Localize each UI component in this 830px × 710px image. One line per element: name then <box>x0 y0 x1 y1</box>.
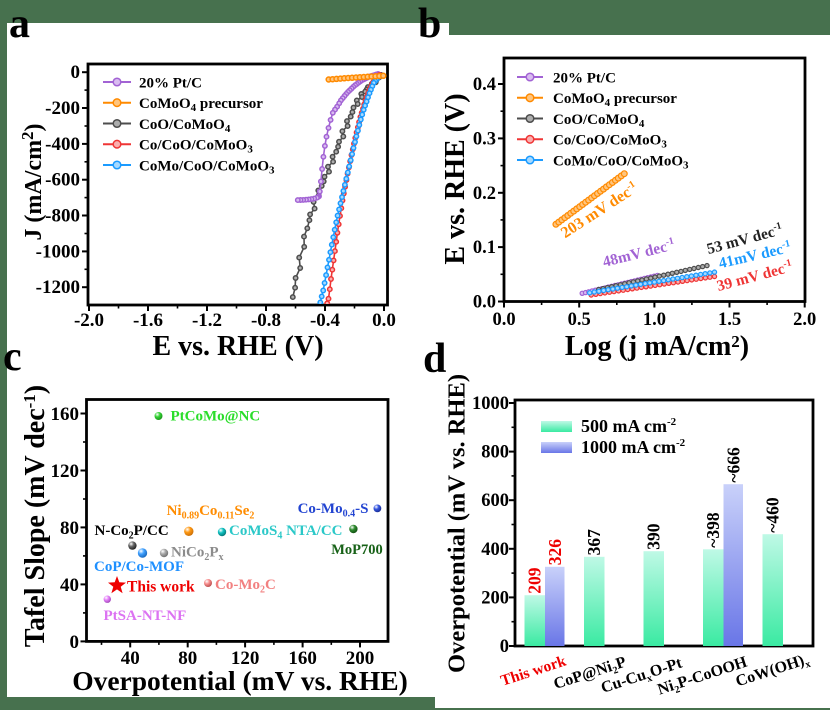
svg-text:390: 390 <box>643 523 663 550</box>
svg-text:200: 200 <box>346 648 375 669</box>
svg-text:d: d <box>423 336 446 382</box>
svg-text:-1.2: -1.2 <box>192 310 222 331</box>
svg-text:40: 40 <box>60 575 79 596</box>
svg-text:120: 120 <box>231 648 260 669</box>
svg-text:-0.8: -0.8 <box>251 310 281 331</box>
svg-text:0: 0 <box>500 637 509 657</box>
svg-text:CoMoO4 precursor: CoMoO4 precursor <box>139 96 263 114</box>
svg-text:-200: -200 <box>45 98 80 119</box>
svg-text:N-Co2P/CC: N-Co2P/CC <box>95 523 169 542</box>
svg-text:-1000: -1000 <box>36 241 80 262</box>
svg-text:0.4: 0.4 <box>473 75 496 95</box>
svg-text:160: 160 <box>288 648 317 669</box>
svg-text:80: 80 <box>178 648 197 669</box>
svg-text:500 mA cm-2: 500 mA cm-2 <box>581 416 677 436</box>
svg-text:CoMoO4 precursor: CoMoO4 precursor <box>553 91 677 109</box>
svg-text:CoMoS4 NTA/CC: CoMoS4 NTA/CC <box>229 523 342 542</box>
svg-text:Co-Mo2C: Co-Mo2C <box>215 577 276 596</box>
svg-text:0: 0 <box>70 632 80 653</box>
svg-text:Co/CoO/CoMoO3: Co/CoO/CoMoO3 <box>139 138 253 156</box>
svg-text:400: 400 <box>481 540 509 560</box>
svg-text:1000: 1000 <box>472 394 509 414</box>
svg-text:CoMo/CoO/CoMoO3: CoMo/CoO/CoMoO3 <box>553 153 689 171</box>
svg-text:0: 0 <box>71 62 81 83</box>
svg-text:Ni0.89Co0.11Se2: Ni0.89Co0.11Se2 <box>167 503 255 522</box>
svg-text:-600: -600 <box>45 170 80 191</box>
svg-text:0.5: 0.5 <box>568 310 591 330</box>
svg-text:Overpotential (mV vs. RHE): Overpotential (mV vs. RHE) <box>444 374 471 673</box>
svg-text:~460: ~460 <box>762 497 782 533</box>
svg-text:367: 367 <box>584 529 604 556</box>
svg-text:Log (j mA/cm2): Log (j mA/cm2) <box>565 331 749 362</box>
svg-text:600: 600 <box>481 491 509 511</box>
svg-text:800: 800 <box>481 443 509 463</box>
svg-text:-0.4: -0.4 <box>310 310 341 331</box>
svg-text:NiCo2Px: NiCo2Px <box>171 545 224 564</box>
svg-text:J (mA/cm2): J (mA/cm2) <box>18 123 47 240</box>
svg-text:0.0: 0.0 <box>372 310 396 331</box>
svg-text:-2.0: -2.0 <box>74 310 104 331</box>
svg-text:CoO/CoMoO4: CoO/CoMoO4 <box>553 112 645 130</box>
svg-text:This work: This work <box>127 579 195 596</box>
svg-text:MoP700: MoP700 <box>331 542 383 558</box>
svg-text:80: 80 <box>60 518 79 539</box>
svg-text:0.1: 0.1 <box>473 238 496 258</box>
svg-text:-1200: -1200 <box>36 277 80 298</box>
svg-text:200: 200 <box>481 588 509 608</box>
svg-text:40: 40 <box>121 648 140 669</box>
svg-text:b: b <box>418 1 441 47</box>
svg-text:PtCoMo@NC: PtCoMo@NC <box>171 409 261 425</box>
svg-text:1.0: 1.0 <box>643 310 666 330</box>
svg-text:E vs. RHE (V): E vs. RHE (V) <box>440 93 471 264</box>
svg-text:326: 326 <box>545 539 565 566</box>
svg-text:CoMo/CoO/CoMoO3: CoMo/CoO/CoMoO3 <box>139 158 275 176</box>
svg-text:CoO/CoMoO4: CoO/CoMoO4 <box>139 117 231 135</box>
svg-text:2.0: 2.0 <box>793 310 816 330</box>
svg-text:20% Pt/C: 20% Pt/C <box>553 70 616 86</box>
svg-text:1.5: 1.5 <box>718 310 741 330</box>
svg-text:-800: -800 <box>45 206 80 227</box>
svg-text:~666: ~666 <box>723 447 743 483</box>
svg-text:Overpotential (mV vs. RHE): Overpotential (mV vs. RHE) <box>72 665 408 696</box>
svg-text:160: 160 <box>51 404 80 425</box>
svg-text:0.3: 0.3 <box>473 129 496 149</box>
svg-text:0.0: 0.0 <box>473 293 496 313</box>
svg-text:c: c <box>3 334 22 380</box>
svg-text:209: 209 <box>524 567 544 594</box>
svg-text:120: 120 <box>51 461 80 482</box>
svg-text:a: a <box>9 1 30 47</box>
svg-text:Tafel Slope (mV dec-1): Tafel Slope (mV dec-1) <box>20 385 51 647</box>
svg-text:-1.6: -1.6 <box>133 310 163 331</box>
svg-text:E vs. RHE (V): E vs. RHE (V) <box>152 331 323 362</box>
svg-text:Co/CoO/CoMoO3: Co/CoO/CoMoO3 <box>553 133 667 151</box>
svg-text:0.2: 0.2 <box>473 184 496 204</box>
svg-text:CoP/Co-MOF: CoP/Co-MOF <box>94 559 184 575</box>
svg-text:PtSA-NT-NF: PtSA-NT-NF <box>104 608 187 624</box>
svg-text:1000 mA cm-2: 1000 mA cm-2 <box>581 437 686 457</box>
svg-text:0.0: 0.0 <box>492 310 515 330</box>
svg-text:Co-Mo0.4-S: Co-Mo0.4-S <box>298 501 369 520</box>
svg-text:20% Pt/C: 20% Pt/C <box>139 75 202 91</box>
svg-text:-400: -400 <box>45 134 80 155</box>
svg-text:~398: ~398 <box>703 512 723 548</box>
